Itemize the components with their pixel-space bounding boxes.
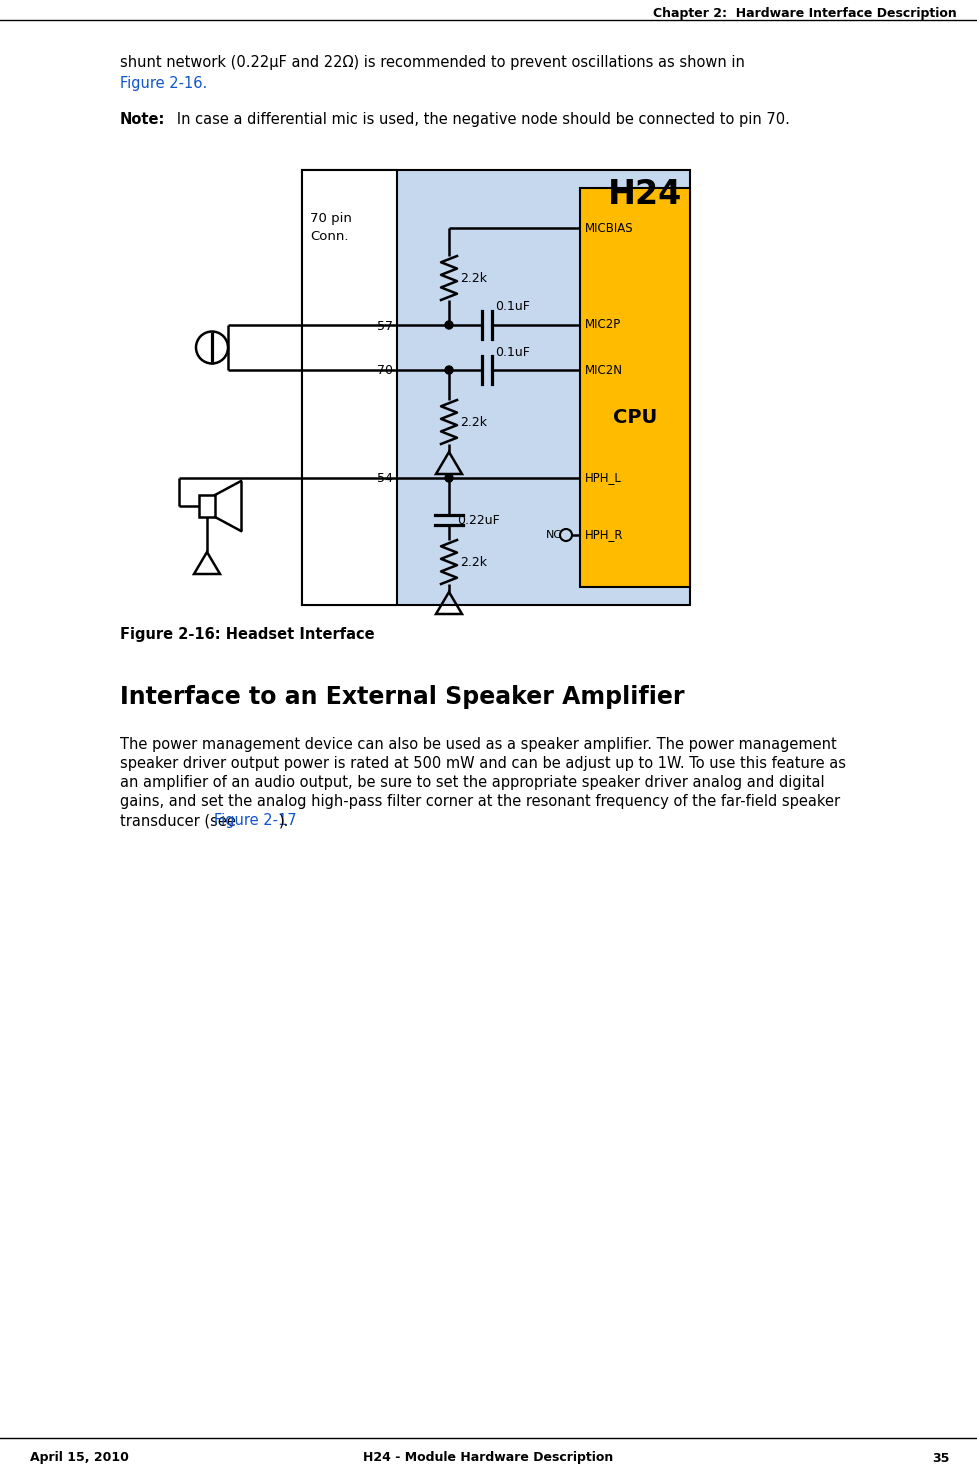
- Text: H24: H24: [608, 177, 682, 211]
- Text: ).: ).: [278, 813, 289, 828]
- Text: H24 - Module Hardware Description: H24 - Module Hardware Description: [362, 1451, 614, 1465]
- Text: 2.2k: 2.2k: [460, 272, 487, 284]
- Bar: [580, 188, 690, 587]
- Text: 2.2k: 2.2k: [460, 556, 487, 569]
- Text: April 15, 2010: April 15, 2010: [30, 1451, 129, 1465]
- Text: MIC2N: MIC2N: [585, 364, 623, 377]
- Text: The power management device can also be used as a speaker amplifier. The power m: The power management device can also be …: [120, 738, 836, 752]
- Text: 0.1uF: 0.1uF: [495, 300, 530, 313]
- Circle shape: [445, 474, 453, 482]
- Bar: [199, 495, 215, 517]
- Text: Chapter 2:  Hardware Interface Description: Chapter 2: Hardware Interface Descriptio…: [654, 7, 957, 21]
- Text: shunt network (0.22μF and 22Ω) is recommended to prevent oscillations as shown i: shunt network (0.22μF and 22Ω) is recomm…: [120, 55, 744, 69]
- Text: 2.2k: 2.2k: [460, 415, 487, 429]
- Bar: [302, 170, 690, 605]
- Text: Interface to an External Speaker Amplifier: Interface to an External Speaker Amplifi…: [120, 684, 685, 709]
- Circle shape: [445, 321, 453, 330]
- Text: MICBIAS: MICBIAS: [585, 222, 634, 235]
- Text: Figure 2-16.: Figure 2-16.: [120, 75, 207, 92]
- Text: 0.22uF: 0.22uF: [457, 513, 500, 526]
- Text: HPH_R: HPH_R: [585, 529, 623, 541]
- Text: speaker driver output power is rated at 500 mW and can be adjust up to 1W. To us: speaker driver output power is rated at …: [120, 757, 846, 772]
- Text: an amplifier of an audio output, be sure to set the appropriate speaker driver a: an amplifier of an audio output, be sure…: [120, 774, 825, 791]
- Text: Note:: Note:: [120, 112, 165, 127]
- Text: 70 pin: 70 pin: [310, 211, 352, 225]
- Text: HPH_L: HPH_L: [585, 471, 622, 485]
- Circle shape: [445, 367, 453, 374]
- Text: MIC2P: MIC2P: [585, 318, 621, 331]
- Text: 54: 54: [377, 473, 393, 485]
- Text: gains, and set the analog high-pass filter corner at the resonant frequency of t: gains, and set the analog high-pass filt…: [120, 794, 840, 808]
- Text: 57: 57: [377, 319, 393, 333]
- Text: Figure 2-17: Figure 2-17: [214, 813, 297, 828]
- Text: transducer (see: transducer (see: [120, 813, 240, 828]
- Bar: [302, 170, 397, 605]
- Text: 0.1uF: 0.1uF: [495, 346, 530, 359]
- Text: Conn.: Conn.: [310, 231, 349, 242]
- Text: Figure 2-16: Headset Interface: Figure 2-16: Headset Interface: [120, 627, 374, 641]
- Text: NC: NC: [546, 531, 562, 539]
- Text: 70: 70: [377, 365, 393, 377]
- Text: In case a differential mic is used, the negative node should be connected to pin: In case a differential mic is used, the …: [163, 112, 789, 127]
- Text: 35: 35: [933, 1451, 950, 1465]
- Text: CPU: CPU: [613, 408, 658, 427]
